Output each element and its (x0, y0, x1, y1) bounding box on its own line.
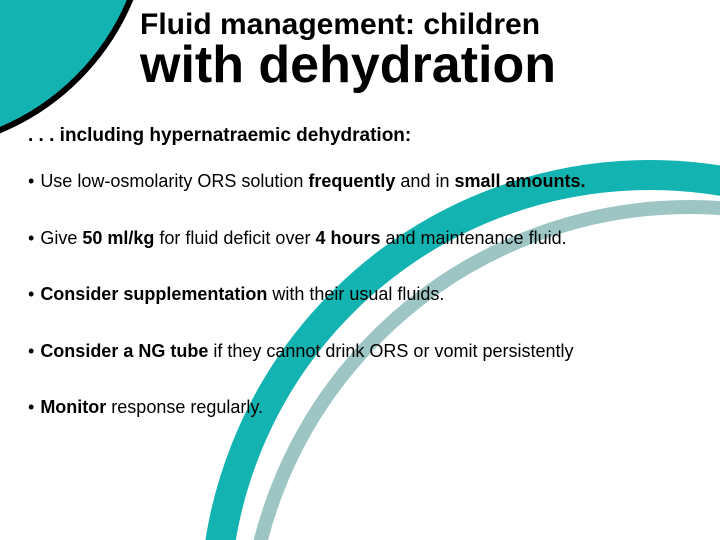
bullet-text-segment: small amounts. (454, 171, 585, 191)
bullet-text-segment: frequently (308, 171, 395, 191)
bullet-text-segment: and in (395, 171, 454, 191)
bullet-text-segment: Monitor (40, 397, 106, 417)
bullet-text-segment: 50 ml/kg (82, 228, 154, 248)
bullet-item: • Give 50 ml/kg for fluid deficit over 4 … (28, 227, 700, 250)
bullet-dot-icon: • (28, 170, 34, 193)
bullet-list: • Use low-osmolarity ORS solution frequen… (28, 170, 700, 453)
bullet-item: • Consider supplementation with their usu… (28, 283, 700, 306)
bullet-text-segment: Consider supplementation (40, 284, 267, 304)
bullet-item: • Use low-osmolarity ORS solution frequen… (28, 170, 700, 193)
bullet-item: • Monitor response regularly. (28, 396, 700, 419)
bullet-text-segment: Use low-osmolarity ORS solution (40, 171, 308, 191)
subtitle: . . . including hypernatraemic dehydrati… (28, 125, 411, 147)
bullet-text-segment: 4 hours (315, 228, 380, 248)
bullet-dot-icon: • (28, 340, 34, 363)
bullet-dot-icon: • (28, 283, 34, 306)
bullet-text-segment: with their usual fluids. (267, 284, 444, 304)
bullet-dot-icon: • (28, 396, 34, 419)
bullet-text-segment: and maintenance fluid. (380, 228, 566, 248)
bullet-text-segment: response regularly. (106, 397, 263, 417)
bullet-dot-icon: • (28, 227, 34, 250)
bullet-item: • Consider a NG tube if they cannot drink… (28, 340, 700, 363)
title-block: Fluid management: children with dehydrat… (140, 8, 700, 91)
bullet-text-segment: Give (40, 228, 82, 248)
slide: Fluid management: children with dehydrat… (0, 0, 720, 540)
bullet-text-segment: if they cannot drink ORS or vomit persis… (208, 341, 573, 361)
bullet-text-segment: for fluid deficit over (154, 228, 315, 248)
title-line-2: with dehydration (140, 39, 700, 91)
bullet-text-segment: Consider a NG tube (40, 341, 208, 361)
